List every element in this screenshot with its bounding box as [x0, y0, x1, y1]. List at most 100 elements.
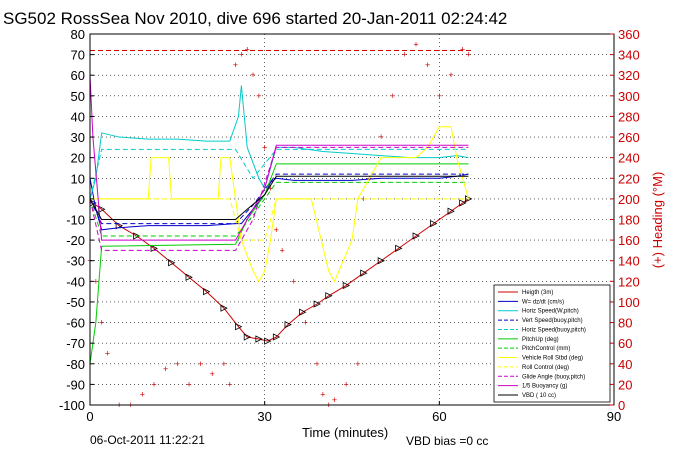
heading-point-3: +	[105, 348, 110, 358]
x-tick-label-3: 90	[607, 409, 621, 424]
x-axis-label: Time (minutes)	[302, 425, 388, 440]
heading-point-27: +	[320, 390, 325, 400]
height-marker-8	[220, 304, 228, 312]
right-tick-label-14: 280	[618, 109, 640, 124]
left-tick-label-6: -40	[66, 274, 85, 289]
right-tick-label-11: 220	[618, 171, 640, 186]
height-marker-3	[133, 232, 141, 240]
legend-label-10: 1/5 Buoyancy (g)	[522, 384, 567, 390]
heading-point-29: +	[332, 395, 337, 405]
left-tick-label-1: -90	[66, 377, 85, 392]
heading-point-19: +	[256, 91, 261, 101]
height-marker-19	[360, 269, 368, 277]
right-tick-label-0: 0	[618, 398, 625, 413]
chart-title: SG502 RossSea Nov 2010, dive 696 started…	[3, 9, 507, 28]
heading-point-25: +	[303, 318, 308, 328]
legend-label-6: PitchControl (mm)	[522, 346, 570, 352]
right-tick-label-1: 20	[618, 377, 632, 392]
series-line-0	[92, 198, 469, 342]
left-tick-label-18: 80	[71, 27, 85, 42]
right-tick-label-7: 140	[618, 254, 640, 269]
right-axis-ticks: 0 20 40 60 80 100 120 140 160 180 200 220 240 260 280 3…	[610, 27, 640, 413]
heading-point-14: +	[227, 379, 232, 389]
height-marker-15	[299, 308, 307, 316]
left-tick-label-16: 60	[71, 68, 85, 83]
series-line-11	[89, 175, 469, 220]
height-marker-18	[342, 281, 351, 290]
height-marker-16	[313, 300, 321, 308]
heading-point-42: +	[466, 50, 471, 60]
legend-label-11: VBD ( 10 cc)	[522, 393, 556, 399]
height-marker-11	[255, 335, 263, 343]
legend-label-8: Roll Control (deg)	[522, 365, 569, 371]
legend-label-3: Vert Speed(buoy,pitch)	[522, 318, 583, 324]
heading-point-1: +	[93, 276, 98, 286]
heading-point-23: +	[280, 245, 285, 255]
left-tick-label-7: -30	[66, 254, 85, 269]
series-line-8	[90, 198, 469, 241]
heading-point-38: +	[425, 60, 430, 70]
height-marker-24	[447, 207, 455, 215]
height-marker-21	[395, 244, 403, 253]
height-marker-22	[412, 232, 420, 240]
heading-point-17: +	[245, 44, 250, 54]
height-marker-4	[150, 244, 158, 253]
x-tick-label-0: 0	[86, 409, 93, 424]
heading-point-12: +	[210, 369, 215, 379]
series-line-7	[90, 126, 469, 283]
legend-label-4: Horiz Speed(buoy,pitch)	[522, 327, 586, 333]
left-tick-label-4: -60	[66, 316, 85, 331]
left-tick-label-17: 70	[71, 48, 85, 63]
heading-point-31: +	[355, 359, 360, 369]
series-line-3	[89, 173, 469, 225]
height-marker-14	[284, 320, 292, 329]
left-tick-label-10: 0	[78, 192, 85, 207]
left-tick-label-3: -70	[66, 336, 85, 351]
series-line-9	[89, 146, 469, 251]
right-tick-label-5: 100	[618, 295, 640, 310]
heading-point-34: +	[378, 132, 383, 142]
right-axis-label: (+) Heading (°M)	[650, 172, 665, 269]
vbd-bias-label: VBD bias =0 cc	[406, 434, 488, 448]
date-stamp: 06-Oct-2011 11:22:21	[90, 433, 205, 447]
heading-point-18: +	[250, 70, 255, 80]
heading-point-13: +	[221, 359, 226, 369]
height-marker-2	[115, 222, 124, 230]
right-tick-label-3: 60	[618, 336, 632, 351]
heading-point-30: +	[344, 379, 349, 389]
right-tick-label-17: 340	[618, 48, 640, 63]
legend-label-1: W= dz/dt (cm/s)	[522, 299, 564, 305]
height-marker-25	[459, 199, 467, 207]
legend-box	[493, 284, 611, 403]
series-line-4	[89, 148, 469, 200]
heading-point-8: +	[163, 364, 168, 374]
height-marker-6	[185, 273, 193, 281]
series-line-6	[89, 181, 469, 237]
height-marker-23	[430, 219, 438, 228]
heading-series: +++++ +++++++++++++++++++++++++++++++++++…	[87, 39, 471, 410]
right-tick-label-8: 160	[618, 233, 640, 248]
left-tick-label-8: -20	[66, 233, 85, 248]
series-line-2	[89, 85, 469, 200]
right-tick-label-16: 320	[618, 68, 640, 83]
heading-point-21: +	[268, 184, 273, 194]
right-tick-label-2: 40	[618, 357, 632, 372]
right-tick-label-12: 240	[618, 151, 640, 166]
height-marker-10	[243, 333, 252, 341]
x-tick-label-2: 60	[432, 409, 446, 424]
right-tick-label-4: 80	[618, 316, 632, 331]
heading-point-11: +	[198, 359, 203, 369]
left-tick-label-11: 10	[71, 171, 85, 186]
right-tick-label-13: 260	[618, 130, 640, 145]
heading-point-41: +	[460, 44, 465, 54]
heading-point-26: +	[314, 359, 319, 369]
heading-point-22: +	[274, 225, 279, 235]
legend-label-7: Vehicle Roll Stbd (deg)	[522, 356, 583, 362]
right-tick-label-6: 120	[618, 274, 640, 289]
legend-label-5: PitchUp (deg)	[522, 337, 559, 343]
left-tick-label-12: 20	[71, 151, 85, 166]
heading-point-7: +	[151, 379, 156, 389]
heading-point-6: +	[140, 390, 145, 400]
heading-point-39: +	[437, 91, 442, 101]
